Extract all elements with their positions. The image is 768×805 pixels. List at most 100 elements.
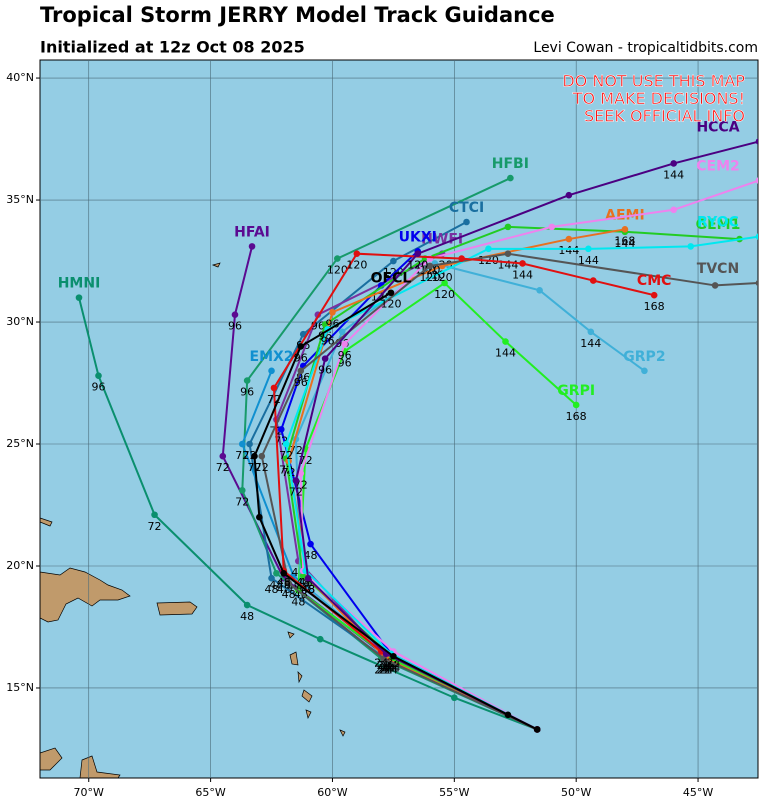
track-point [585, 245, 592, 253]
hour-label: 72 [216, 461, 230, 474]
track-point [755, 177, 758, 184]
track-point [572, 401, 580, 409]
hour-label: 72 [279, 449, 293, 462]
hour-label: 24 [379, 661, 393, 674]
track-point [485, 245, 492, 253]
x-tick-label: 55°W [439, 786, 469, 799]
warning-text: DO NOT USE THIS MAP [562, 72, 745, 91]
y-tick-label: 25°N [6, 437, 34, 450]
track-point [441, 279, 448, 287]
track-name: GRP2 [623, 349, 665, 365]
track-point [504, 250, 512, 258]
track-point [650, 291, 658, 299]
x-tick-label: 45°W [683, 786, 713, 799]
hour-label: 144 [558, 244, 579, 257]
track-point [687, 243, 695, 250]
track-point [268, 367, 275, 375]
track-point [243, 377, 251, 384]
hour-label: 96 [240, 386, 254, 399]
hour-label: 24 [377, 659, 391, 672]
track-point [589, 277, 597, 284]
hour-label: 120 [346, 259, 367, 272]
x-tick-label: 50°W [561, 786, 591, 799]
track-point [565, 191, 573, 199]
track-point [277, 426, 285, 433]
track-point [231, 311, 239, 319]
track-point [95, 372, 102, 379]
track-point [299, 572, 307, 580]
track-point [307, 540, 314, 548]
track-point [755, 138, 758, 145]
track-name: HCCA [696, 119, 739, 135]
hour-label: 96 [338, 349, 352, 362]
track-name: AEMI [605, 207, 645, 223]
hour-label: 144 [495, 347, 516, 360]
x-tick-label: 70°W [74, 786, 104, 799]
track-point [258, 452, 266, 460]
hour-label: 96 [338, 356, 352, 369]
hour-label: 144 [512, 268, 533, 281]
track-point [504, 711, 512, 719]
track-point [248, 243, 256, 250]
track-point [304, 574, 312, 582]
y-tick-label: 40°N [6, 71, 34, 84]
land [40, 262, 346, 778]
track-point [387, 289, 395, 297]
track-point [329, 308, 336, 316]
hour-label: 24 [374, 664, 388, 677]
hour-label: 168 [566, 410, 587, 423]
track-point [238, 487, 246, 494]
hour-label: 48 [277, 576, 291, 589]
track-point [273, 570, 280, 577]
track-name: HMNI [58, 276, 101, 292]
track-point [621, 226, 629, 233]
track-point [316, 635, 324, 643]
hour-label: 48 [282, 588, 296, 601]
track-name: CMC [637, 273, 671, 289]
hour-label: 120 [380, 298, 401, 311]
track-line [253, 291, 538, 731]
hour-label: 48 [277, 578, 291, 591]
track-name: HFBI [492, 156, 529, 172]
hour-label: 24 [384, 664, 398, 677]
track-point [299, 330, 307, 338]
hour-label: 24 [379, 664, 393, 677]
track-point [755, 279, 758, 287]
hour-label: 96 [321, 334, 335, 347]
track-point [251, 452, 258, 460]
hour-label: 48 [277, 583, 291, 596]
track-point [297, 469, 305, 477]
track-point [246, 440, 253, 448]
hour-label: 120 [419, 271, 440, 284]
hour-label: 72 [247, 461, 261, 474]
chart-title: Tropical Storm JERRY Model Track Guidanc… [40, 3, 555, 27]
track-point [243, 601, 251, 609]
track-point [463, 218, 470, 226]
track-name: HWFI [421, 232, 463, 248]
y-tick-label: 20°N [6, 559, 34, 572]
hour-label: 168 [614, 234, 635, 247]
hour-label: 24 [379, 664, 393, 677]
track-point [219, 452, 227, 460]
track-point [321, 321, 329, 328]
track-point [390, 257, 397, 265]
hour-label: 24 [377, 664, 391, 677]
track-point [548, 223, 556, 231]
hour-label: 24 [386, 661, 400, 674]
track-point [504, 223, 512, 231]
hour-label: 96 [91, 381, 105, 394]
y-tick-label: 35°N [6, 193, 34, 206]
track-name: GRPI [557, 383, 595, 399]
hour-label: 48 [294, 588, 308, 601]
track-point [285, 579, 292, 587]
hour-label: 144 [614, 237, 635, 250]
hour-label: 120 [434, 288, 455, 301]
track-point [282, 440, 290, 448]
hour-label: 120 [327, 264, 348, 277]
track-name: CTCI [449, 200, 484, 216]
track-point [533, 726, 541, 733]
hour-label: 24 [379, 659, 393, 672]
track-point [270, 384, 278, 392]
track-point [502, 338, 509, 345]
